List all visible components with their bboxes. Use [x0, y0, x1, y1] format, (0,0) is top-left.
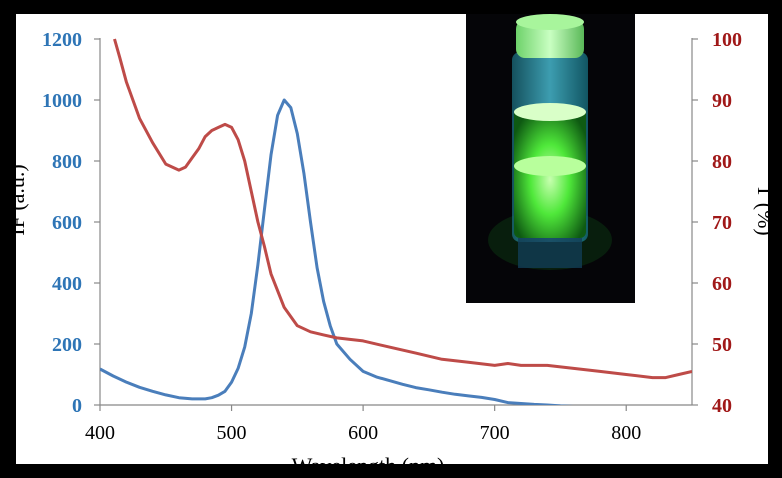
right-y-tick-label: 40	[712, 395, 732, 417]
inset-vial-photo	[466, 14, 635, 303]
x-ticks: 400 500 600 700 800	[85, 405, 641, 444]
left-y-tick-label: 200	[52, 334, 82, 356]
x-axis-title: Wavelength (nm)	[292, 453, 445, 464]
x-tick-label: 800	[611, 422, 641, 444]
right-y-tick-label: 90	[712, 90, 732, 112]
fluorescence-series-line	[100, 98, 574, 405]
left-y-ticks: 0 200 400 600 800 1000 1200	[42, 29, 100, 417]
right-y-tick-label: 60	[712, 273, 732, 295]
right-axis-title: T (%)	[753, 184, 768, 236]
right-y-tick-label: 50	[712, 334, 732, 356]
left-y-tick-label: 1000	[42, 90, 82, 112]
x-tick-label: 400	[85, 422, 115, 444]
right-y-tick-label: 100	[712, 29, 742, 51]
left-y-tick-label: 1200	[42, 29, 82, 51]
left-y-tick-label: 800	[52, 151, 82, 173]
right-y-tick-label: 70	[712, 212, 732, 234]
chart-panel: 0 200 400 600 800 1000 1200 40 50 60 70 80 90 100 40…	[16, 14, 768, 464]
x-tick-label: 600	[348, 422, 378, 444]
transmittance-series-line	[113, 38, 692, 380]
right-y-tick-label: 80	[712, 151, 732, 173]
left-y-tick-label: 400	[52, 273, 82, 295]
left-axis-title: IF (a.u.)	[16, 164, 29, 235]
chart-svg: 0 200 400 600 800 1000 1200 40 50 60 70 80 90 100 40…	[16, 14, 768, 464]
x-tick-label: 700	[480, 422, 510, 444]
x-tick-label: 500	[217, 422, 247, 444]
right-y-ticks: 40 50 60 70 80 90 100	[692, 29, 742, 417]
left-y-tick-label: 600	[52, 212, 82, 234]
left-y-tick-label: 0	[72, 395, 82, 417]
